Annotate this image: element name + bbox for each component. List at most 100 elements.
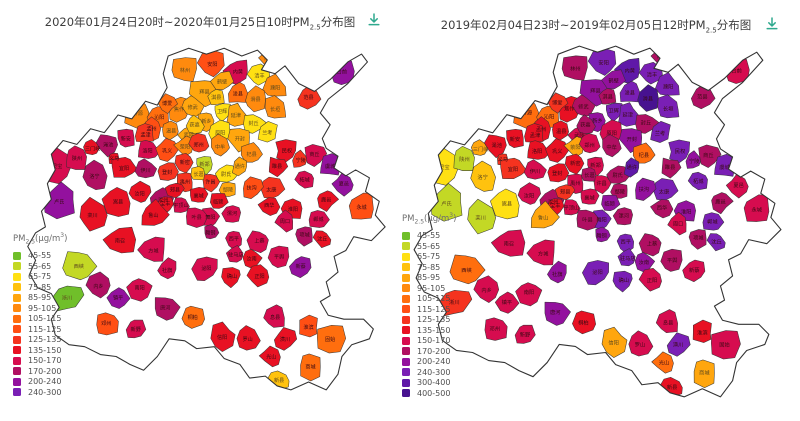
county-label-内乡: 内乡: [481, 286, 491, 294]
county-shape-虞城: [320, 153, 341, 176]
county-label-鹿邑: 鹿邑: [715, 197, 725, 205]
county-label-商丘: 商丘: [309, 151, 319, 158]
legend-title-subscript: 2.5: [25, 238, 36, 246]
county-label-郏县: 郏县: [560, 187, 570, 195]
county-label-漯河: 漯河: [227, 210, 237, 217]
legend-title-text: ): [453, 213, 457, 224]
county-shape-镇平: [106, 287, 131, 309]
county-shape-新蔡: [289, 256, 312, 279]
download-button[interactable]: [764, 16, 780, 32]
county-shape-汝阳: [517, 182, 541, 205]
legend-item: 150-170: [402, 336, 456, 347]
legend-item: 150-170: [13, 356, 67, 367]
county-label-焦作: 焦作: [564, 105, 575, 113]
county-label-舞钢: 舞钢: [205, 230, 215, 237]
county-shape-泌阳: [582, 260, 609, 286]
county-shape-睢县: [661, 157, 682, 179]
county-shape-淇县: [207, 89, 225, 106]
legend-swatch: [402, 305, 410, 314]
county-label-焦作: 焦作: [174, 106, 184, 113]
county-label-正阳: 正阳: [254, 273, 264, 280]
pm25-legend-left: PM2.5(μg/m3) 45-55 55-65 65-75 75-85 85-95 95…: [13, 232, 67, 398]
county-shape-驻马店: [617, 248, 636, 267]
county-shape-杞县: [240, 142, 263, 163]
county-label-沁阳: 沁阳: [154, 114, 164, 121]
legend-swatch: [402, 378, 410, 387]
county-label-镇平: 镇平: [502, 298, 512, 306]
county-label-镇平: 镇平: [113, 295, 123, 302]
county-label-沈丘: 沈丘: [317, 236, 327, 243]
legend-swatch: [13, 388, 21, 397]
county-label-睢县: 睢县: [272, 163, 282, 170]
panel-title-left: 2020年01月24日20时~2020年01月25日10时PM2.5分布图: [0, 14, 400, 31]
county-shape-郏县: [164, 182, 185, 199]
county-shape-郑州: [578, 133, 601, 154]
county-shape-漯河: [612, 207, 633, 226]
county-shape-宁陵: [292, 149, 308, 168]
county-label-西峡: 西峡: [74, 263, 84, 270]
county-shape-驻马店: [225, 245, 244, 263]
legend-range-label: 300-400: [417, 378, 451, 388]
county-shape-鄢陵: [610, 183, 628, 199]
county-label-商丘: 商丘: [703, 151, 713, 159]
county-label-卫辉: 卫辉: [608, 107, 619, 115]
legend-range-label: 105-115: [28, 314, 62, 324]
county-label-卢氏: 卢氏: [441, 199, 451, 207]
county-label-林州: 林州: [570, 64, 580, 72]
county-shape-沈丘: [312, 230, 332, 248]
county-label-三门峡: 三门峡: [473, 145, 489, 153]
legend-title-text: (μg/m: [424, 213, 450, 224]
county-shape-嵩县: [490, 188, 520, 220]
county-label-柘城: 柘城: [300, 177, 310, 184]
legend-item: 85-95: [402, 273, 456, 284]
download-button[interactable]: [366, 12, 382, 28]
county-shape-罗山: [628, 330, 654, 357]
legend-swatch: [402, 326, 410, 335]
county-label-濮阳: 濮阳: [663, 82, 673, 90]
county-shape-邓州: [96, 312, 119, 336]
county-label-伊川: 伊川: [140, 167, 150, 174]
county-label-南阳: 南阳: [524, 288, 534, 296]
county-shape-宜阳: [111, 157, 138, 178]
legend-range-label: 45-55: [417, 231, 441, 241]
county-shape-浚县: [619, 80, 641, 103]
county-shape-登封: [547, 163, 570, 183]
county-label-孟津: 孟津: [140, 132, 150, 139]
county-shape-正阳: [246, 264, 270, 288]
county-shape-长垣: [657, 94, 680, 119]
legend-item: 105-115: [402, 294, 456, 305]
county-label-永城: 永城: [356, 204, 366, 211]
county-shape-南乐: [650, 46, 672, 65]
county-label-宁陵: 宁陵: [296, 157, 306, 164]
county-label-虞城: 虞城: [325, 163, 335, 170]
county-label-栾川: 栾川: [87, 212, 97, 219]
county-label-兰考: 兰考: [655, 129, 665, 137]
county-shape-新安: [117, 128, 135, 148]
county-shape-商城: [300, 353, 321, 382]
legend-swatch: [13, 283, 21, 292]
county-shape-林州: [171, 57, 197, 82]
county-shape-延津: [618, 102, 640, 127]
county-shape-通许: [232, 156, 247, 177]
title-text: 分布图: [716, 18, 752, 32]
legend-swatch: [402, 231, 410, 240]
county-label-洛阳: 洛阳: [532, 147, 542, 155]
county-shape-内乡: [473, 275, 500, 303]
county-shape-三门峡: [83, 139, 100, 155]
county-label-舞阳: 舞阳: [596, 215, 606, 223]
county-label-宁陵: 宁陵: [689, 157, 700, 165]
legend-range-label: 115-125: [417, 304, 451, 314]
legend-swatch: [13, 346, 21, 355]
county-label-辉县: 辉县: [590, 86, 600, 94]
county-shape-汝阳: [128, 180, 152, 203]
county-label-原阳: 原阳: [606, 129, 616, 137]
legend-swatch: [13, 314, 21, 323]
legend-items: 45-55 55-65 65-75 75-85 85-95 95-105 105-115 11…: [402, 231, 456, 399]
county-label-漯河: 漯河: [618, 211, 629, 219]
county-shape-鹿邑: [317, 190, 339, 212]
legend-range-label: 85-95: [417, 273, 441, 283]
legend-range-label: 170-200: [28, 366, 62, 376]
county-shape-内乡: [85, 271, 111, 299]
county-label-鲁山: 鲁山: [538, 213, 548, 221]
